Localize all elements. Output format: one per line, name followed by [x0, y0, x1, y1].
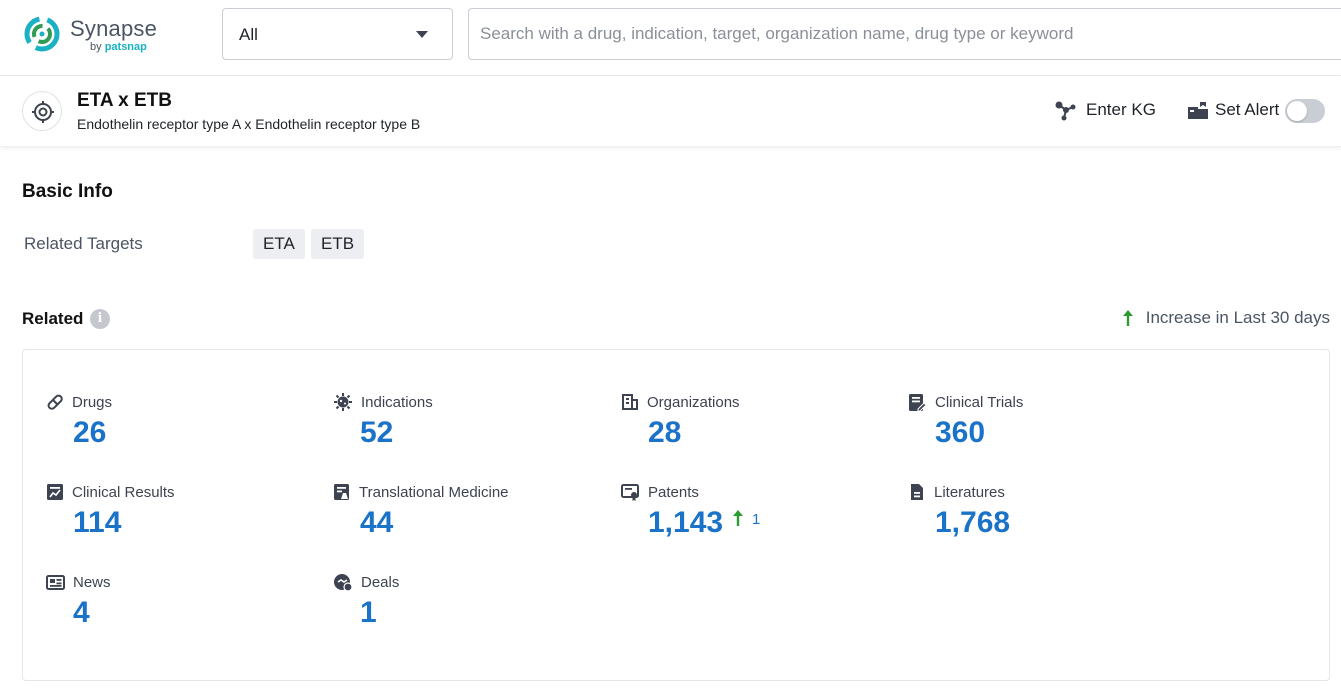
set-alert-label: Set Alert [1215, 100, 1279, 120]
knowledge-graph-icon [1054, 99, 1077, 122]
stat-label: Indications [361, 394, 433, 411]
enter-kg-label: Enter KG [1086, 100, 1156, 120]
search-scope-select[interactable]: All [222, 8, 453, 60]
related-targets-label: Related Targets [24, 234, 143, 254]
increase-legend: Increase in Last 30 days [1122, 308, 1330, 328]
pill-icon [46, 393, 64, 411]
document-icon [908, 483, 926, 501]
newspaper-icon [46, 574, 65, 591]
related-title: Related [22, 309, 83, 329]
patents-increase: 1 [732, 509, 760, 528]
enter-kg-button[interactable]: Enter KG [1054, 98, 1156, 122]
stat-value: 1,143 [648, 506, 723, 540]
alert-toggle[interactable] [1285, 99, 1325, 123]
stat-label: Organizations [647, 394, 740, 411]
logo-brand: patsnap [105, 41, 147, 53]
stat-deals[interactable]: Deals 1 [333, 572, 399, 592]
stat-organizations[interactable]: Organizations 28 [621, 392, 740, 412]
handshake-icon [333, 572, 353, 592]
flask-document-icon [333, 483, 351, 501]
stat-label: Literatures [934, 484, 1005, 501]
stat-patents[interactable]: Patents 1,143 [621, 482, 699, 502]
arrow-up-icon [1122, 309, 1134, 327]
search-scope-value: All [239, 25, 258, 45]
stat-news[interactable]: News 4 [46, 572, 111, 592]
target-tag-eta[interactable]: ETA [253, 229, 305, 259]
set-alert-control[interactable]: Set Alert [1187, 98, 1279, 122]
entity-subtitle: Endothelin receptor type A x Endothelin … [77, 116, 420, 132]
toggle-knob [1287, 101, 1307, 121]
stat-label: Clinical Trials [935, 394, 1023, 411]
top-bar: Synapse by patsnap All [0, 0, 1341, 76]
stat-label: Drugs [72, 394, 112, 411]
alert-icon [1187, 100, 1209, 120]
search-input[interactable] [468, 8, 1341, 60]
virus-icon [333, 392, 353, 412]
stat-value: 26 [73, 416, 106, 450]
target-tag-etb[interactable]: ETB [311, 229, 364, 259]
increase-legend-label: Increase in Last 30 days [1146, 308, 1330, 328]
synapse-logo-icon [22, 14, 62, 54]
stat-value: 44 [360, 506, 393, 540]
stat-value: 114 [73, 506, 121, 540]
stat-translational-medicine[interactable]: Translational Medicine 44 [333, 482, 509, 502]
patents-increase-value: 1 [752, 511, 760, 528]
stat-label: Patents [648, 484, 699, 501]
logo-name: Synapse [70, 16, 157, 42]
entity-header: ETA x ETB Endothelin receptor type A x E… [0, 76, 1341, 147]
stat-value: 28 [648, 416, 681, 450]
stat-label: News [73, 574, 111, 591]
chevron-down-icon [416, 31, 428, 38]
entity-title: ETA x ETB [77, 90, 172, 112]
clipboard-pen-icon [908, 393, 927, 412]
stat-value: 1,768 [935, 506, 1010, 540]
stat-clinical-trials[interactable]: Clinical Trials 360 [908, 392, 1023, 412]
stat-indications[interactable]: Indications 52 [333, 392, 433, 412]
target-icon [22, 91, 62, 131]
arrow-up-icon [732, 509, 744, 527]
stat-drugs[interactable]: Drugs 26 [46, 392, 112, 412]
info-icon[interactable]: i [90, 309, 110, 329]
stat-clinical-results[interactable]: Clinical Results 114 [46, 482, 175, 502]
chart-document-icon [46, 483, 64, 501]
stat-value: 1 [360, 596, 377, 630]
certificate-icon [621, 483, 640, 502]
stat-label: Clinical Results [72, 484, 175, 501]
stat-label: Deals [361, 574, 399, 591]
stat-value: 360 [935, 416, 985, 450]
stat-literatures[interactable]: Literatures 1,768 [908, 482, 1005, 502]
building-icon [621, 393, 639, 411]
synapse-logo[interactable]: Synapse by patsnap [22, 14, 162, 58]
stat-label: Translational Medicine [359, 484, 509, 501]
stat-value: 52 [360, 416, 393, 450]
basic-info-title: Basic Info [22, 181, 113, 203]
stat-value: 4 [73, 596, 90, 630]
logo-by-text: by [90, 41, 102, 53]
logo-byline: by patsnap [90, 41, 147, 53]
